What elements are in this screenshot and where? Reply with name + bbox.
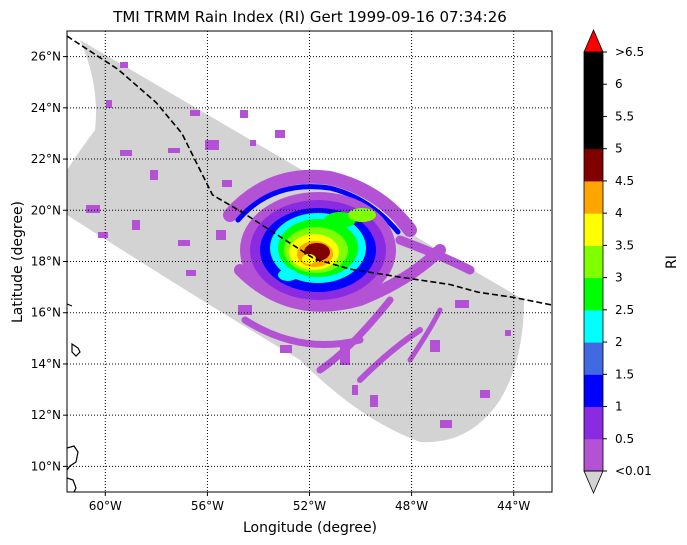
colorbar-box — [584, 277, 603, 311]
colorbar-label: RI — [664, 255, 680, 269]
y-tick-label: 20°N — [31, 203, 61, 217]
light-rain-field — [86, 62, 511, 428]
colorbar-tick-label: <0.01 — [615, 464, 652, 478]
colorbar-tick-label: 4 — [615, 206, 623, 220]
coastline — [67, 303, 81, 492]
colorbar-box — [584, 116, 603, 150]
figure-title: TMI TRMM Rain Index (RI) Gert 1999-09-16… — [112, 8, 507, 26]
x-axis-label: Longitude (degree) — [243, 520, 377, 536]
y-tick-label: 24°N — [31, 101, 61, 115]
storm-core — [240, 192, 396, 308]
x-tick-label: 48°W — [395, 499, 428, 513]
colorbar-box — [584, 309, 603, 343]
y-axis-label: Latitude (degree) — [10, 201, 26, 323]
y-tick-label: 10°N — [31, 459, 61, 473]
colorbar-tick-label: 1 — [615, 400, 623, 414]
colorbar-tick-label: 1.5 — [615, 367, 634, 381]
x-tick-label: 56°W — [191, 499, 224, 513]
colorbar-tick-label: 0.5 — [615, 432, 634, 446]
map-area — [66, 30, 553, 493]
colorbar-box — [584, 406, 603, 440]
colorbar-tick-label: 5 — [615, 142, 623, 156]
colorbar-box — [584, 213, 603, 246]
colorbar-tick-label: 5.5 — [615, 109, 634, 123]
colorbar-box — [584, 438, 603, 472]
colorbar-tick-label: >6.5 — [615, 45, 644, 59]
y-tick-label: 12°N — [31, 408, 61, 422]
colorbar-box — [584, 342, 603, 375]
colorbar-box — [584, 374, 603, 408]
colorbar-box — [584, 245, 603, 279]
colorbar-tick-label: 4.5 — [615, 174, 634, 188]
x-tick-label: 52°W — [293, 499, 326, 513]
y-tick-label: 18°N — [31, 255, 61, 269]
gridlines — [67, 31, 552, 492]
y-tick-label: 16°N — [31, 306, 61, 320]
colorbar-tick-label: 2.5 — [615, 303, 634, 317]
colorbar-box — [584, 148, 603, 182]
colorbar: <0.01 0.5 1 1.5 2 2.5 3 3.5 4 4.5 5 5.5 6 >6.5 — [583, 28, 652, 495]
colorbar-tick-label: 3 — [615, 271, 623, 285]
colorbar-tick-label: 2 — [615, 335, 623, 349]
x-tick-label: 60°W — [89, 499, 122, 513]
colorbar-box — [584, 52, 603, 85]
y-tick-label: 22°N — [31, 152, 61, 166]
colorbar-box — [584, 84, 603, 117]
colorbar-tick-label: 3.5 — [615, 238, 634, 252]
y-tick-label: 14°N — [31, 357, 61, 371]
colorbar-frame — [583, 51, 604, 472]
colorbar-tick-label: 6 — [615, 77, 623, 91]
storm-track — [67, 35, 552, 306]
colorbar-box — [584, 180, 603, 214]
colorbar-over-triangle — [583, 28, 604, 53]
y-axis-ticks: 10°N 12°N 14°N 16°N 18°N 20°N 22°N 24°N 26°N — [31, 50, 67, 473]
x-tick-label: 44°W — [497, 499, 530, 513]
x-axis-ticks: 60°W 56°W 52°W 48°W 44°W — [89, 492, 530, 513]
colorbar-under-triangle — [583, 470, 604, 495]
y-tick-label: 26°N — [31, 50, 61, 64]
